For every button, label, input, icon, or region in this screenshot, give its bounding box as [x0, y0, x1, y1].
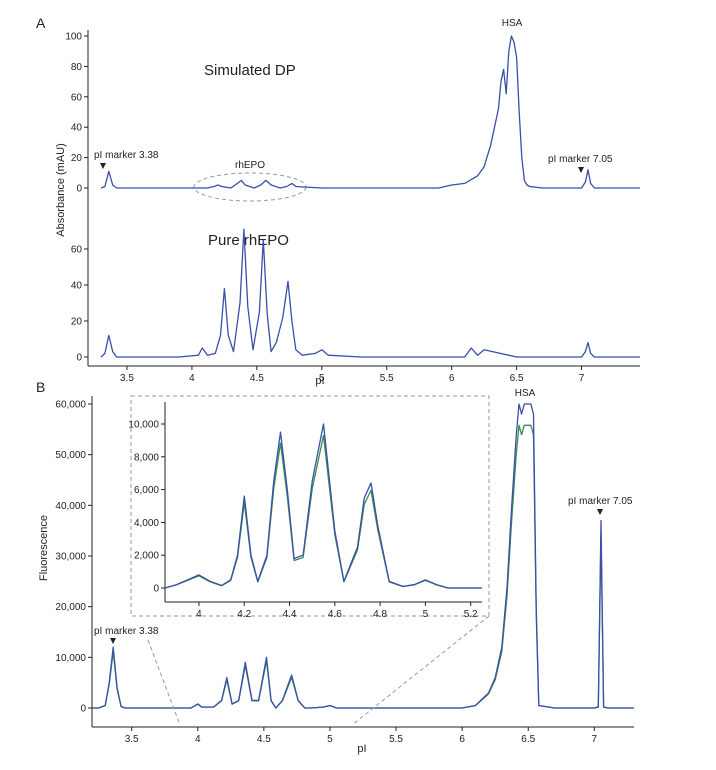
- hsa-label-a: HSA: [502, 18, 523, 29]
- panel-a-label: A: [36, 15, 46, 31]
- i-xticks-label: 4.2: [237, 609, 251, 620]
- a-yticks-top-label: 80: [71, 62, 83, 73]
- i-xticks-label: 5.2: [464, 609, 478, 620]
- a-xticks-label: 4: [189, 373, 195, 384]
- b-xticks-label: 6: [459, 734, 465, 745]
- a-xticks-label: 7: [579, 373, 585, 384]
- pure-rhepo-trace: [100, 228, 640, 358]
- zoom-line-left: [147, 639, 181, 726]
- a-xticks-label: 5.5: [380, 373, 394, 384]
- a-yticks-bot-label: 60: [71, 245, 83, 256]
- b-xticks-label: 6.5: [521, 734, 535, 745]
- rhepo-label: rhEPO: [235, 160, 265, 171]
- pure-rhepo-title: Pure rhEPO: [208, 232, 289, 249]
- a-xticks-label: 3.5: [120, 373, 134, 384]
- pi-marker-338-arrow-a: [100, 163, 106, 169]
- b-xticks-label: 5.5: [389, 734, 403, 745]
- panel-b-x-label: pI: [357, 743, 366, 755]
- panel-b-label: B: [36, 379, 45, 395]
- pi-marker-338-label-a: pI marker 3.38: [94, 150, 159, 161]
- b-xticks-label: 7: [592, 734, 598, 745]
- b-xticks-label: 5: [327, 734, 333, 745]
- b-xticks-label: 4: [195, 734, 201, 745]
- simulated-dp-trace: [100, 35, 640, 189]
- b-yticks-label: 60,000: [55, 400, 86, 411]
- a-yticks-top-label: 40: [71, 123, 83, 134]
- a-xticks-label: 6: [449, 373, 455, 384]
- pi-marker-705-label-b: pI marker 7.05: [568, 496, 633, 507]
- i-xticks-label: 4.6: [328, 609, 342, 620]
- i-yticks-label: 2,000: [134, 551, 159, 562]
- pi-marker-705-label-a: pI marker 7.05: [548, 154, 613, 165]
- a-xticks-label: 6.5: [510, 373, 524, 384]
- a-yticks-top-label: 0: [76, 184, 82, 195]
- a-yticks-bot-label: 0: [76, 353, 82, 364]
- inset-frame: [130, 395, 490, 617]
- b-yticks-label: 0: [80, 704, 86, 715]
- zoom-line-right: [351, 615, 490, 726]
- i-xticks-label: 5: [423, 609, 429, 620]
- inset-trace: [164, 423, 482, 589]
- b-yticks-label: 40,000: [55, 501, 86, 512]
- i-xticks-label: 4: [196, 609, 202, 620]
- a-yticks-top-label: 20: [71, 153, 83, 164]
- a-yticks-bot-label: 20: [71, 317, 83, 328]
- i-yticks-label: 8,000: [134, 452, 159, 463]
- b-yticks-label: 30,000: [55, 552, 86, 563]
- b-xticks-label: 4.5: [257, 734, 271, 745]
- b-yticks-label: 10,000: [55, 653, 86, 664]
- a-yticks-top-label: 60: [71, 92, 83, 103]
- b-xticks-label: 3.5: [125, 734, 139, 745]
- a-yticks-bot-label: 40: [71, 281, 83, 292]
- i-xticks-label: 4.8: [373, 609, 387, 620]
- hsa-label-b: HSA: [515, 388, 536, 399]
- i-yticks-label: 6,000: [134, 485, 159, 496]
- i-yticks-label: 4,000: [134, 518, 159, 529]
- pi-marker-338-arrow-b: [110, 638, 116, 644]
- i-yticks-label: 0: [153, 584, 159, 595]
- simulated-dp-title: Simulated DP: [204, 62, 296, 79]
- a-xticks-label: 4.5: [250, 373, 264, 384]
- pi-marker-705-arrow-b: [597, 509, 603, 515]
- b-yticks-label: 50,000: [55, 450, 86, 461]
- fluorescence-trace: [92, 403, 634, 709]
- panel-a-x-label: pI: [315, 375, 324, 387]
- i-yticks-label: 10,000: [128, 420, 159, 431]
- pi-marker-338-label-b: pI marker 3.38: [94, 626, 159, 637]
- inset-trace-replicate: [164, 434, 482, 589]
- a-xticks-label: 5: [319, 373, 325, 384]
- pi-marker-705-arrow-a: [578, 167, 584, 173]
- panel-b-y-label: Fluorescence: [38, 515, 50, 581]
- b-yticks-label: 20,000: [55, 602, 86, 613]
- i-xticks-label: 4.4: [283, 609, 297, 620]
- fluorescence-trace-replicate: [92, 424, 634, 709]
- panel-a-y-label: Absorbance (mAU): [55, 143, 67, 237]
- a-yticks-top-label: 100: [65, 32, 82, 43]
